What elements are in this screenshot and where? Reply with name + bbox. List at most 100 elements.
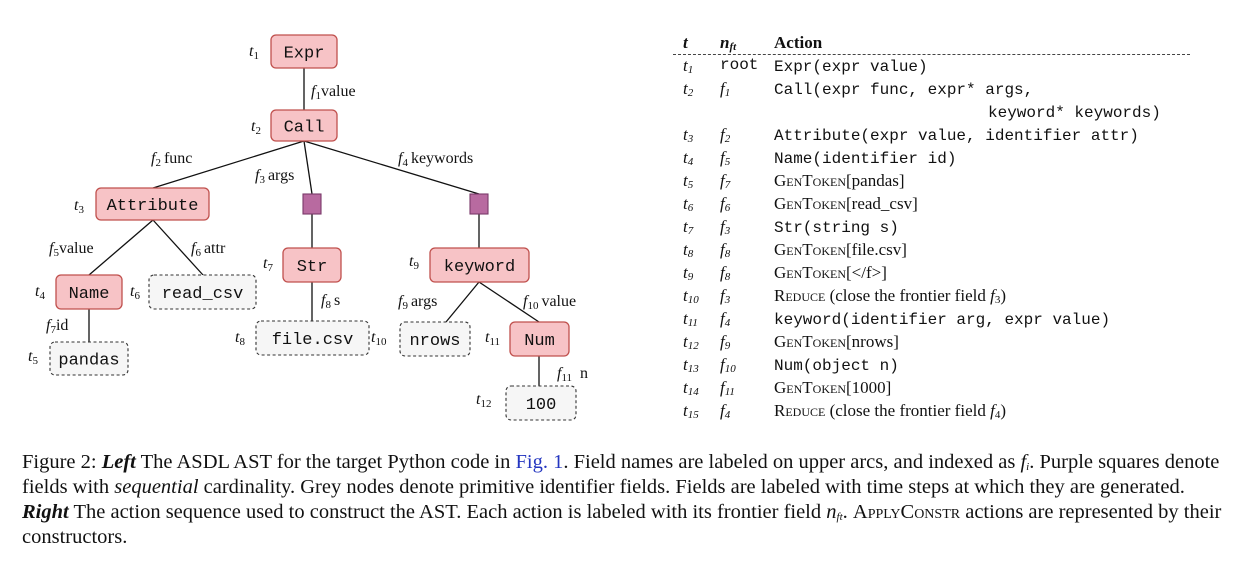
row-frontier-field: f8 xyxy=(720,240,731,260)
node-call: Call xyxy=(270,109,338,142)
primitive-nrows-label: nrows xyxy=(409,332,460,351)
ast-tree-diagram: Expr Call Attribute Str keyword Name Num… xyxy=(28,34,588,421)
row-time-step: t10 xyxy=(683,286,699,306)
row-time-step: t7 xyxy=(683,217,694,237)
edge-attribute-readcsv xyxy=(152,219,204,276)
primitive-pandas-label: pandas xyxy=(58,352,119,371)
step-t5: t5 xyxy=(28,348,38,367)
step-t11: t11 xyxy=(485,329,500,348)
step-t6: t6 xyxy=(130,283,140,302)
step-t3: t3 xyxy=(74,197,84,216)
node-attribute-label: Attribute xyxy=(107,197,199,216)
sequential-field-keywords-square xyxy=(469,193,489,215)
caption-text-6: time steps at which they are generated. xyxy=(866,476,1185,498)
caption-sequential: sequential xyxy=(114,476,199,498)
caption-fig-ref-link[interactable]: Fig. 1 xyxy=(515,451,564,473)
tree-edges xyxy=(88,68,540,386)
row-time-step: t6 xyxy=(683,194,694,214)
field-f4-label: f4 keywords xyxy=(398,150,473,169)
node-expr: Expr xyxy=(270,34,338,69)
node-num-label: Num xyxy=(524,332,555,351)
row-action: GenToken[1000] xyxy=(774,378,892,397)
node-expr-label: Expr xyxy=(284,45,325,64)
row-time-step: t3 xyxy=(683,125,694,145)
row-frontier-field: f8 xyxy=(720,263,731,283)
row-time-step: t9 xyxy=(683,263,694,283)
row-action: Str(string s) xyxy=(774,219,899,237)
primitive-nrows: nrows xyxy=(399,321,471,357)
edge-keyword-num xyxy=(478,281,540,323)
node-keyword-label: keyword xyxy=(444,258,515,277)
field-f9-label: f9 args xyxy=(398,293,437,312)
row-time-step: t12 xyxy=(683,332,699,352)
row-action: Expr(expr value) xyxy=(774,58,928,76)
primitive-file-csv: file.csv xyxy=(255,320,370,356)
field-f7-label: f7id xyxy=(46,317,68,336)
caption-label: Figure 2: xyxy=(22,451,97,473)
row-frontier-field: f4 xyxy=(720,401,731,421)
field-f2-label: f2 func xyxy=(151,150,192,169)
row-time-step: t11 xyxy=(683,309,698,329)
step-t10: t10 xyxy=(371,329,387,348)
caption-applyconstr: ApplyConstr xyxy=(852,501,961,523)
node-attribute: Attribute xyxy=(95,187,210,221)
caption-nft: nft xyxy=(826,501,843,523)
edge-attribute-name xyxy=(88,219,154,276)
figure-caption: Figure 2: Left The ASDL AST for the targ… xyxy=(22,450,1222,550)
row-frontier-field: f1 xyxy=(720,79,731,99)
row-time-step: t2 xyxy=(683,79,694,99)
time-step-labels: t1 t2 t3 t4 t5 t6 t7 t8 t9 t10 t11 t12 xyxy=(28,43,500,410)
row-time-step: t1 xyxy=(683,56,694,76)
header-nft: nft xyxy=(720,33,737,53)
row-action: GenToken[pandas] xyxy=(774,171,905,190)
row-time-step: t8 xyxy=(683,240,694,260)
caption-right: Right xyxy=(22,501,69,523)
row-frontier-field: f3 xyxy=(720,217,731,237)
header-t: t xyxy=(683,33,688,52)
row-frontier-field: f9 xyxy=(720,332,731,352)
step-t12: t12 xyxy=(476,391,491,410)
row-action: GenToken[nrows] xyxy=(774,332,899,351)
field-f8-label: f8 s xyxy=(321,292,340,311)
row-frontier-field: f5 xyxy=(720,148,731,168)
row-action: keyword* keywords) xyxy=(988,104,1161,122)
caption-text-1: The ASDL AST for the target Python code … xyxy=(140,451,511,473)
caption-text-7: The action sequence used to construct th… xyxy=(73,501,712,523)
row-action: GenToken[file.csv] xyxy=(774,240,907,259)
node-name: Name xyxy=(55,274,123,310)
row-frontier-field: f4 xyxy=(720,309,731,329)
caption-text-9: . xyxy=(842,501,848,523)
field-f3-label: f3 args xyxy=(255,167,294,186)
row-frontier-field: f3 xyxy=(720,286,731,306)
row-frontier-field: f6 xyxy=(720,194,731,214)
primitive-read-csv-label: read_csv xyxy=(162,285,244,304)
step-t8: t8 xyxy=(235,329,245,348)
caption-fi: fi xyxy=(1020,451,1030,473)
step-t7: t7 xyxy=(263,255,273,274)
row-action: Reduce (close the frontier field f4) xyxy=(774,401,1006,421)
caption-left: Left xyxy=(101,451,136,473)
row-action: Call(expr func, expr* args, xyxy=(774,81,1034,99)
node-name-label: Name xyxy=(69,285,110,304)
field-f11-label: f11 n xyxy=(557,365,588,384)
caption-text-2: . Field names are labeled on upper arcs,… xyxy=(563,451,1016,473)
primitive-100: 100 xyxy=(505,385,577,421)
step-t1: t1 xyxy=(249,43,259,62)
step-t4: t4 xyxy=(35,283,45,302)
edge-call-keywords xyxy=(303,140,480,195)
primitive-pandas: pandas xyxy=(49,341,129,376)
row-action: Attribute(expr value, identifier attr) xyxy=(774,127,1139,145)
step-t2: t2 xyxy=(251,118,261,137)
node-num: Num xyxy=(509,321,570,357)
sequential-field-args-square xyxy=(302,193,322,215)
row-frontier-field: f11 xyxy=(720,378,735,398)
caption-text-3: . xyxy=(1029,451,1035,473)
primitive-read-csv: read_csv xyxy=(148,274,257,310)
row-time-step: t14 xyxy=(683,378,699,398)
caption-text-10: actions are represented by their constru… xyxy=(22,501,1222,548)
row-action: keyword(identifier arg, expr value) xyxy=(774,311,1111,329)
node-keyword: keyword xyxy=(429,247,530,283)
row-time-step: t5 xyxy=(683,171,694,191)
row-action: Num(object n) xyxy=(774,357,899,375)
primitive-100-label: 100 xyxy=(526,396,557,415)
